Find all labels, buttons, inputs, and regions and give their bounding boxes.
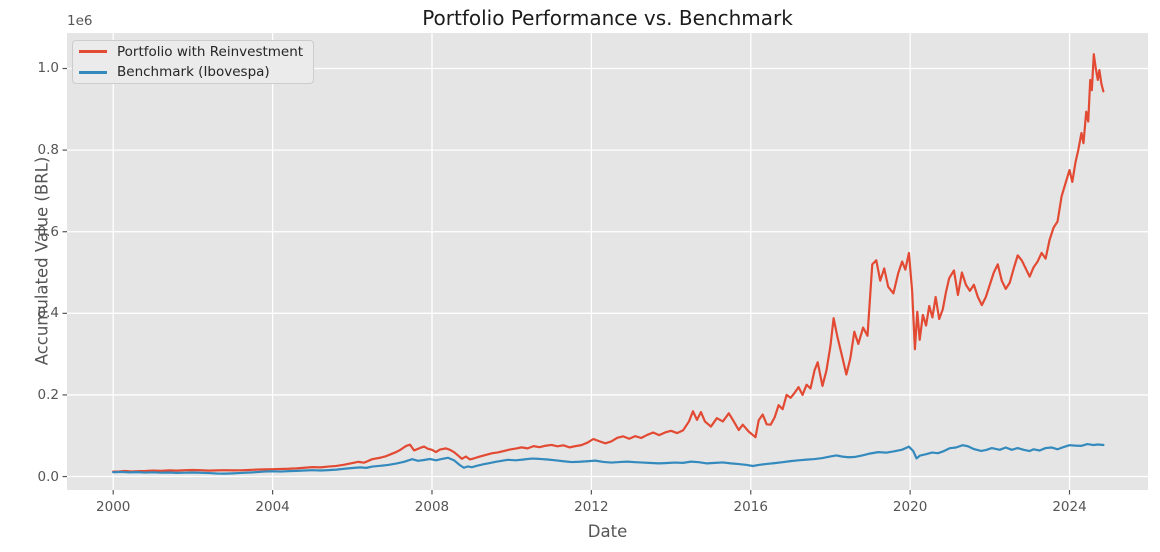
benchmark-line-swatch (79, 70, 107, 74)
x-axis-label: Date (587, 522, 628, 541)
chart-title: Portfolio Performance vs. Benchmark (422, 6, 793, 30)
series-line-portfolio (112, 53, 1105, 473)
y-tick-label-0.0: 0.0 (37, 468, 59, 485)
y-axis-label: Accumulated Value (BRL) (32, 156, 52, 366)
y-tick-label-0.8: 0.8 (37, 142, 59, 159)
y-tick-label-0.6: 0.6 (37, 223, 59, 240)
y-tick-label-1.0: 1.0 (37, 60, 59, 77)
y-tick-label-0.2: 0.2 (37, 386, 59, 403)
x-tick-label-2020: 2020 (892, 499, 928, 515)
y-axis-offset-label: 1e6 (67, 13, 93, 29)
x-tick-label-2024: 2024 (1052, 499, 1087, 515)
plot-area (67, 33, 1148, 490)
portfolio-line-swatch (79, 50, 107, 54)
legend-label-benchmark: Benchmark (Ibovespa) (117, 64, 270, 81)
x-tick-label-2000: 2000 (96, 499, 131, 515)
x-tick-label-2004: 2004 (255, 499, 290, 515)
x-tick-label-2016: 2016 (733, 499, 768, 515)
legend-item-benchmark: Benchmark (Ibovespa) (79, 64, 307, 82)
x-tick-label-2008: 2008 (414, 499, 450, 515)
x-tick-label-2012: 2012 (574, 499, 609, 515)
legend-label-portfolio: Portfolio with Reinvestment (117, 43, 304, 60)
series-line-benchmark (112, 443, 1105, 475)
legend: Portfolio with Reinvestment Benchmark (I… (72, 40, 314, 84)
y-tick-label-0.4: 0.4 (37, 305, 59, 322)
legend-item-portfolio: Portfolio with Reinvestment (79, 43, 307, 61)
